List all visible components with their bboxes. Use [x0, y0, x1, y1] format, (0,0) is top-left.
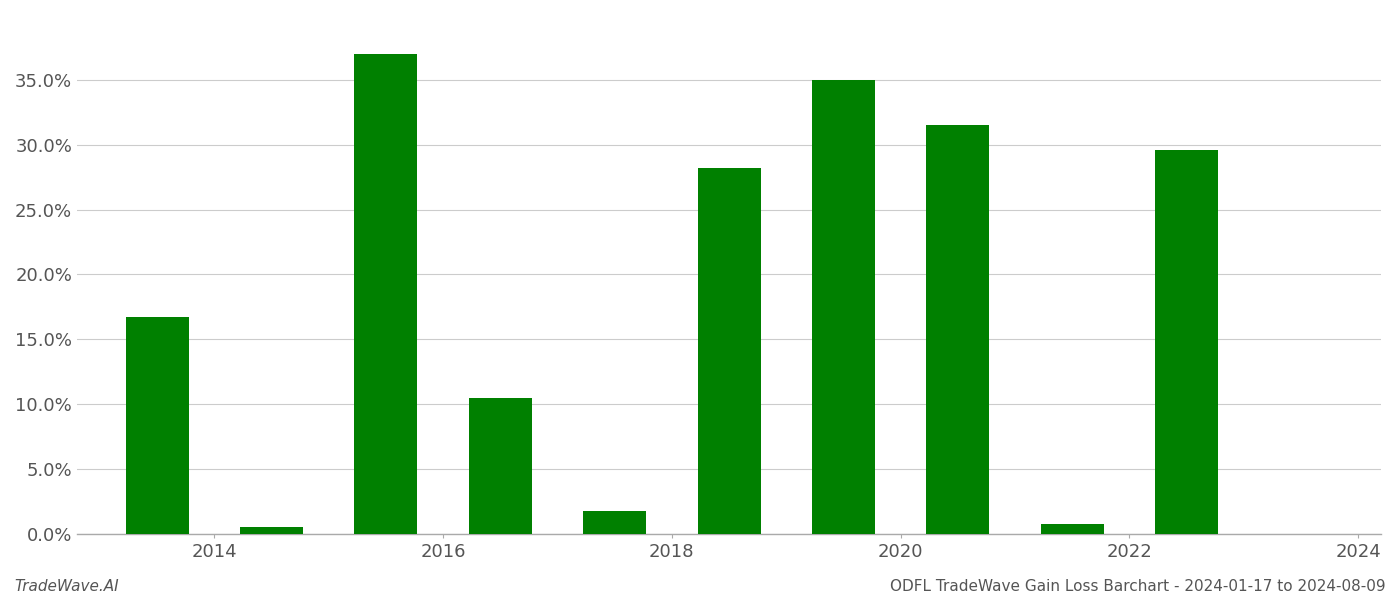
Bar — [697, 168, 760, 534]
Text: ODFL TradeWave Gain Loss Barchart - 2024-01-17 to 2024-08-09: ODFL TradeWave Gain Loss Barchart - 2024… — [890, 579, 1386, 594]
Bar — [812, 80, 875, 534]
Bar — [239, 527, 302, 534]
Bar — [469, 398, 532, 534]
Bar — [354, 54, 417, 534]
Bar — [126, 317, 189, 534]
Bar — [584, 511, 647, 534]
Bar — [927, 125, 990, 534]
Text: TradeWave.AI: TradeWave.AI — [14, 579, 119, 594]
Bar — [1155, 150, 1218, 534]
Bar — [1040, 524, 1103, 534]
